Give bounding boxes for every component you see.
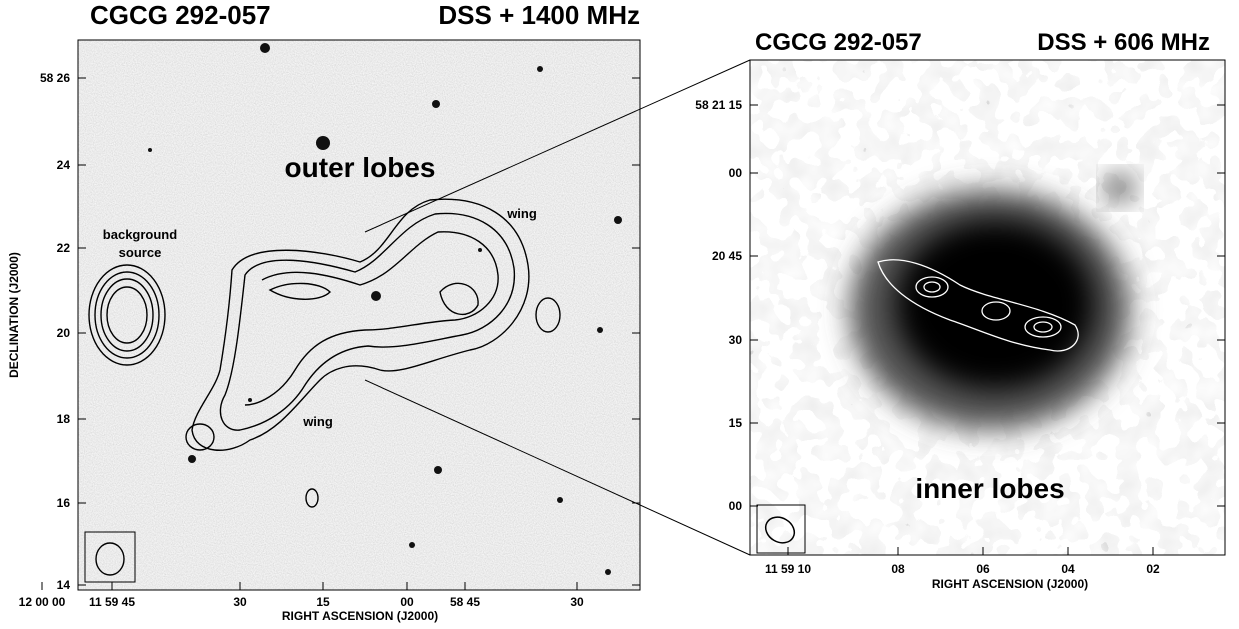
y-tick-label: 16: [57, 496, 71, 510]
annotation: wing: [506, 206, 537, 221]
y-tick-label: 00: [729, 499, 743, 513]
x-tick-label: 06: [976, 562, 990, 576]
y-tick-label: 00: [729, 166, 743, 180]
x-tick-label: 02: [1146, 562, 1160, 576]
annotation: outer lobes: [285, 152, 436, 183]
title: DSS + 606 MHz: [1037, 29, 1210, 56]
y-tick-label: 22: [57, 241, 71, 255]
y-axis-label: DECLINATION (J2000): [7, 252, 21, 378]
x-axis-label: RIGHT ASCENSION (J2000): [932, 577, 1088, 591]
x-tick-label: 11 59 10: [765, 562, 811, 576]
y-tick-label: 20: [57, 326, 71, 340]
y-tick-label: 24: [57, 158, 71, 172]
left-frame: [77, 39, 641, 591]
x-axis-label: RIGHT ASCENSION (J2000): [282, 609, 438, 623]
x-tick-label: 30: [570, 595, 584, 609]
x-tick-label: 04: [1061, 562, 1075, 576]
title: DSS + 1400 MHz: [438, 0, 640, 30]
annotation: background: [103, 227, 177, 242]
right-frame: [749, 59, 1226, 556]
y-tick-label: 58 26: [40, 71, 70, 85]
y-tick-label: 58 21 15: [695, 98, 742, 112]
title: CGCG 292-057: [755, 29, 922, 56]
x-tick-label: 08: [891, 562, 905, 576]
x-tick-label: 00: [400, 595, 414, 609]
annotation: inner lobes: [915, 473, 1064, 504]
x-tick-label: 11 59 45: [89, 595, 135, 609]
x-tick-label: 15: [316, 595, 330, 609]
title: CGCG 292-057: [90, 0, 271, 30]
x-tick-label: 58 45: [450, 595, 480, 609]
y-tick-label: 20 45: [712, 249, 742, 263]
right-image: [750, 60, 1225, 555]
y-tick-label: 15: [729, 416, 743, 430]
zoom-line: [364, 379, 751, 556]
left-image: [78, 40, 640, 590]
annotation: source: [119, 245, 162, 260]
y-tick-label: 14: [57, 578, 71, 592]
zoom-line: [364, 59, 751, 233]
y-tick-label: 18: [57, 412, 71, 426]
annotation: wing: [302, 414, 333, 429]
y-tick-label: 30: [729, 333, 743, 347]
x-tick-label: 30: [233, 595, 247, 609]
x-tick-label: 12 00 00: [19, 595, 66, 609]
